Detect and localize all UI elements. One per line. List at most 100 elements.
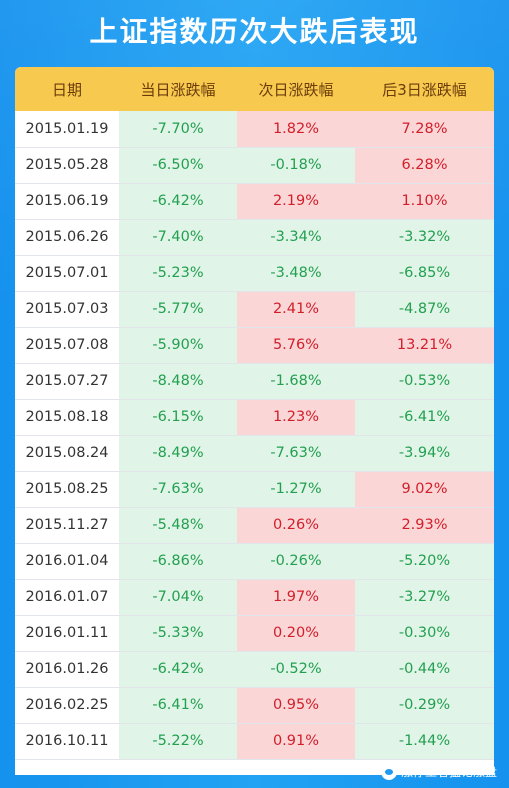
table-row: 2015.06.26 -7.40% -3.34% -3.32% — [15, 219, 494, 256]
cell-day-change: -5.48% — [119, 507, 237, 544]
cell-day-change: -6.41% — [119, 687, 237, 724]
wechat-icon — [380, 763, 397, 780]
table-row: 2016.02.25 -6.41% 0.95% -0.29% — [15, 687, 494, 724]
cell-next-day-change: 0.20% — [237, 615, 355, 652]
cell-next-day-change: -7.63% — [237, 435, 355, 472]
cell-date: 2016.01.07 — [15, 579, 119, 616]
cell-day-change: -6.15% — [119, 399, 237, 436]
cell-3day-change: 13.21% — [355, 327, 494, 364]
cell-3day-change: -1.44% — [355, 723, 494, 760]
cell-next-day-change: 1.97% — [237, 579, 355, 616]
table-row: 2015.05.28 -6.50% -0.18% 6.28% — [15, 147, 494, 184]
cell-3day-change: -0.30% — [355, 615, 494, 652]
cell-3day-change: -3.27% — [355, 579, 494, 616]
table-header-row: 日期 当日涨跌幅 次日涨跌幅 后3日涨跌幅 — [15, 67, 494, 111]
cell-next-day-change: -1.27% — [237, 471, 355, 508]
cell-3day-change: -4.87% — [355, 291, 494, 328]
cell-day-change: -5.77% — [119, 291, 237, 328]
table-row: 2015.07.01 -5.23% -3.48% -6.85% — [15, 255, 494, 292]
cell-next-day-change: 1.23% — [237, 399, 355, 436]
table-row: 2015.08.18 -6.15% 1.23% -6.41% — [15, 399, 494, 436]
cell-day-change: -5.90% — [119, 327, 237, 364]
cell-next-day-change: -0.18% — [237, 147, 355, 184]
table-row: 2015.06.19 -6.42% 2.19% 1.10% — [15, 183, 494, 220]
cell-date: 2015.08.24 — [15, 435, 119, 472]
table-row: 2015.11.27 -5.48% 0.26% 2.93% — [15, 507, 494, 544]
table-row: 2016.01.11 -5.33% 0.20% -0.30% — [15, 615, 494, 652]
cell-day-change: -6.42% — [119, 651, 237, 688]
cell-next-day-change: 0.26% — [237, 507, 355, 544]
cell-day-change: -7.70% — [119, 111, 237, 148]
page-title: 上证指数历次大跌后表现 — [89, 15, 420, 48]
table-row: 2016.10.11 -5.22% 0.91% -1.44% — [15, 723, 494, 760]
cell-3day-change: 1.10% — [355, 183, 494, 220]
cell-day-change: -7.40% — [119, 219, 237, 256]
cell-date: 2016.02.25 — [15, 687, 119, 724]
cell-next-day-change: 2.41% — [237, 291, 355, 328]
cell-3day-change: 2.93% — [355, 507, 494, 544]
table-row: 2016.01.04 -6.86% -0.26% -5.20% — [15, 543, 494, 580]
table-row: 2015.01.19 -7.70% 1.82% 7.28% — [15, 111, 494, 148]
data-table-container: 日期 当日涨跌幅 次日涨跌幅 后3日涨跌幅 2015.01.19 -7.70% 1.… — [15, 67, 494, 775]
column-header-next-day-change: 次日涨跌幅 — [237, 67, 355, 111]
table-row: 2015.07.03 -5.77% 2.41% -4.87% — [15, 291, 494, 328]
cell-next-day-change: 5.76% — [237, 327, 355, 364]
cell-date: 2015.06.26 — [15, 219, 119, 256]
cell-3day-change: -6.85% — [355, 255, 494, 292]
cell-date: 2015.07.08 — [15, 327, 119, 364]
cell-next-day-change: -0.52% — [237, 651, 355, 688]
cell-next-day-change: -3.48% — [237, 255, 355, 292]
cell-date: 2016.01.04 — [15, 543, 119, 580]
column-header-3day-change: 后3日涨跌幅 — [355, 67, 494, 111]
cell-day-change: -7.63% — [119, 471, 237, 508]
cell-date: 2015.05.28 — [15, 147, 119, 184]
watermark: 涨停王者猛论涨盘 — [380, 763, 497, 780]
cell-next-day-change: 1.82% — [237, 111, 355, 148]
cell-day-change: -5.22% — [119, 723, 237, 760]
cell-date: 2016.01.26 — [15, 651, 119, 688]
cell-day-change: -8.48% — [119, 363, 237, 400]
table-row: 2015.08.24 -8.49% -7.63% -3.94% — [15, 435, 494, 472]
cell-3day-change: 7.28% — [355, 111, 494, 148]
cell-next-day-change: -3.34% — [237, 219, 355, 256]
cell-day-change: -5.33% — [119, 615, 237, 652]
cell-next-day-change: -1.68% — [237, 363, 355, 400]
cell-date: 2015.06.19 — [15, 183, 119, 220]
cell-3day-change: 9.02% — [355, 471, 494, 508]
cell-3day-change: 6.28% — [355, 147, 494, 184]
cell-date: 2015.08.18 — [15, 399, 119, 436]
cell-day-change: -7.04% — [119, 579, 237, 616]
cell-next-day-change: -0.26% — [237, 543, 355, 580]
cell-date: 2015.01.19 — [15, 111, 119, 148]
cell-next-day-change: 2.19% — [237, 183, 355, 220]
cell-day-change: -5.23% — [119, 255, 237, 292]
cell-date: 2016.10.11 — [15, 723, 119, 760]
cell-date: 2015.11.27 — [15, 507, 119, 544]
table-row: 2015.08.25 -7.63% -1.27% 9.02% — [15, 471, 494, 508]
table-body: 2015.01.19 -7.70% 1.82% 7.28% 2015.05.28 -6.5… — [15, 111, 494, 760]
cell-day-change: -6.42% — [119, 183, 237, 220]
cell-day-change: -8.49% — [119, 435, 237, 472]
table-row: 2016.01.07 -7.04% 1.97% -3.27% — [15, 579, 494, 616]
cell-date: 2015.07.03 — [15, 291, 119, 328]
cell-next-day-change: 0.91% — [237, 723, 355, 760]
cell-day-change: -6.50% — [119, 147, 237, 184]
column-header-date: 日期 — [15, 67, 119, 111]
table-row: 2015.07.08 -5.90% 5.76% 13.21% — [15, 327, 494, 364]
cell-3day-change: -0.29% — [355, 687, 494, 724]
table-row: 2015.07.27 -8.48% -1.68% -0.53% — [15, 363, 494, 400]
data-table: 日期 当日涨跌幅 次日涨跌幅 后3日涨跌幅 2015.01.19 -7.70% 1.… — [15, 67, 494, 760]
cell-3day-change: -0.44% — [355, 651, 494, 688]
cell-3day-change: -3.32% — [355, 219, 494, 256]
table-row: 2016.01.26 -6.42% -0.52% -0.44% — [15, 651, 494, 688]
cell-date: 2016.01.11 — [15, 615, 119, 652]
cell-next-day-change: 0.95% — [237, 687, 355, 724]
cell-3day-change: -3.94% — [355, 435, 494, 472]
cell-date: 2015.07.27 — [15, 363, 119, 400]
column-header-day-change: 当日涨跌幅 — [119, 67, 237, 111]
cell-3day-change: -5.20% — [355, 543, 494, 580]
cell-3day-change: -0.53% — [355, 363, 494, 400]
cell-date: 2015.07.01 — [15, 255, 119, 292]
cell-day-change: -6.86% — [119, 543, 237, 580]
cell-date: 2015.08.25 — [15, 471, 119, 508]
